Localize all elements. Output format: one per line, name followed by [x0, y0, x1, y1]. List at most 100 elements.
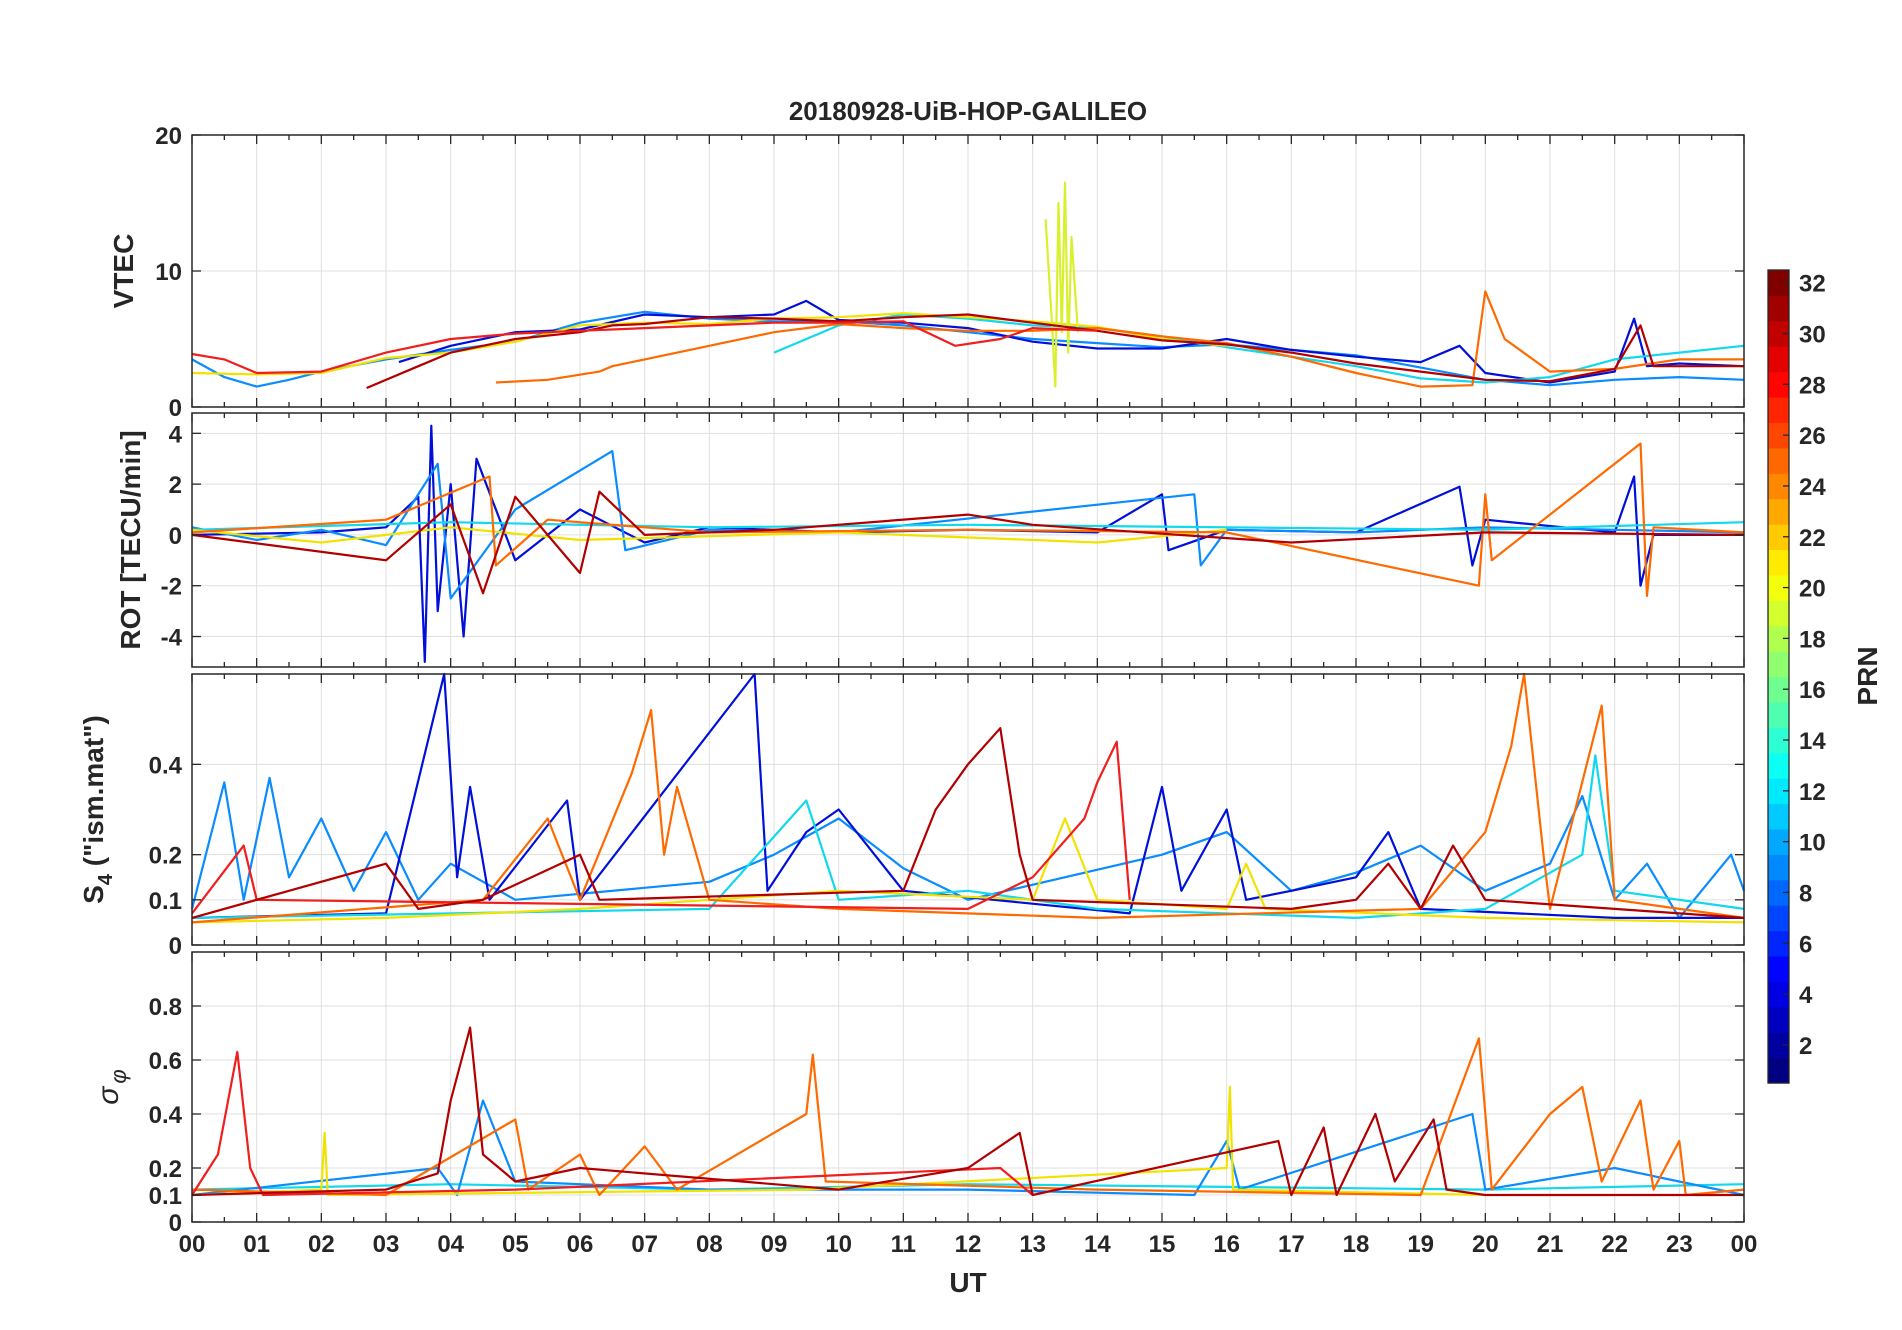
- colorbar-segment: [1768, 905, 1789, 932]
- colorbar-segment: [1768, 295, 1789, 322]
- colorbar-tick-label: 8: [1799, 880, 1812, 907]
- y-tick-label: -4: [161, 625, 183, 652]
- colorbar-tick-label: 24: [1799, 474, 1826, 501]
- colorbar-tick-label: 30: [1799, 322, 1826, 349]
- y-tick-label: 0.4: [149, 1102, 183, 1129]
- y-axis-label-part: ("ism.mat"): [78, 715, 109, 874]
- y-tick-label: 0.2: [149, 1156, 182, 1183]
- colorbar-tick-label: 14: [1799, 728, 1826, 755]
- y-axis-label-s4: S4 ("ism.mat"): [78, 715, 117, 904]
- colorbar-segment: [1768, 701, 1789, 728]
- series-line-prn-27: [191, 1050, 1034, 1197]
- colorbar-segment: [1768, 727, 1789, 754]
- y-tick-label: -2: [161, 574, 182, 601]
- colorbar-segment: [1768, 778, 1789, 805]
- x-tick-label: 12: [955, 1231, 982, 1258]
- x-tick-label: 19: [1407, 1231, 1434, 1258]
- y-tick-label: 10: [155, 259, 182, 286]
- series-line-prn-24: [191, 672, 1745, 924]
- series-line-prn-18: [1044, 181, 1079, 388]
- y-tick-label: 0: [169, 1210, 182, 1237]
- x-tick-label: 13: [1019, 1231, 1046, 1258]
- colorbar-segment: [1768, 447, 1789, 474]
- colorbar-segment: [1768, 397, 1789, 424]
- series-line-prn-9: [191, 450, 1745, 600]
- colorbar-tick-label: 16: [1799, 677, 1826, 704]
- series-line-prn-9: [191, 1099, 1745, 1197]
- x-tick-label: 05: [502, 1231, 529, 1258]
- series-line-prn-9: [190, 776, 1746, 919]
- series-line-prn-24: [191, 1037, 1745, 1197]
- colorbar-segment: [1768, 981, 1789, 1008]
- series-line-prn-24: [191, 442, 1745, 597]
- x-tick-label: 14: [1084, 1231, 1111, 1258]
- x-tick-label: 02: [308, 1231, 335, 1258]
- colorbar-segment: [1768, 1057, 1789, 1084]
- y-tick-label: 0.6: [149, 1048, 182, 1075]
- series-line-prn-2: [191, 672, 1744, 919]
- chart-title: 20180928-UiB-HOP-GALILEO: [789, 96, 1147, 126]
- x-tick-label: 04: [437, 1231, 464, 1258]
- x-tick-label: 00: [1731, 1231, 1758, 1258]
- colorbar-segment: [1768, 600, 1789, 627]
- y-tick-label: 0.2: [149, 843, 182, 870]
- y-axis-label-sigma_phi: σφ: [92, 1069, 131, 1104]
- panel-sigma_phi: 00.10.2 0.4 0.6 0.8 σφ: [92, 951, 1745, 1237]
- y-tick-label: 0: [169, 523, 182, 550]
- x-tick-label: 17: [1278, 1231, 1305, 1258]
- y-axis-label-part: S: [78, 885, 109, 904]
- series-line-prn-30: [191, 1026, 1744, 1197]
- colorbar-segment: [1768, 651, 1789, 678]
- colorbar-segment: [1768, 955, 1789, 982]
- series-line-prn-30: [191, 727, 1745, 919]
- colorbar-segment: [1768, 854, 1789, 881]
- y-axis-label-vtec: VTEC: [108, 234, 139, 309]
- colorbar-segment: [1768, 574, 1789, 601]
- colorbar-tick-label: 10: [1799, 830, 1826, 857]
- y-tick-label: 0.1: [149, 1183, 182, 1210]
- series-line-prn-20: [191, 817, 1745, 924]
- x-tick-label: 20: [1472, 1231, 1499, 1258]
- series-line-prn-27: [191, 320, 1098, 375]
- x-tick-label: 00: [179, 1231, 206, 1258]
- x-axis-label: UT: [949, 1267, 986, 1298]
- colorbar-tick-label: 6: [1799, 931, 1812, 958]
- colorbar-segment: [1768, 828, 1789, 855]
- colorbar-frame: [1767, 269, 1790, 1084]
- series-line-prn-20: [191, 1085, 1486, 1197]
- series-line-prn-2: [398, 299, 1745, 384]
- colorbar-tick-label: 20: [1799, 576, 1826, 603]
- x-tick-label: 09: [761, 1231, 788, 1258]
- colorbar-segment: [1768, 549, 1789, 576]
- colorbar-segment: [1768, 752, 1789, 779]
- colorbar-segment: [1768, 473, 1789, 500]
- y-axis-label-part: σ: [92, 1085, 125, 1105]
- y-axis-label-subscript: φ: [106, 1069, 131, 1083]
- colorbar-segment: [1768, 803, 1789, 830]
- series-line-prn-24: [495, 290, 1744, 388]
- colorbar-segment: [1768, 1032, 1789, 1059]
- x-tick-label: 16: [1213, 1231, 1240, 1258]
- colorbar-segment: [1768, 930, 1789, 957]
- panel-vtec: 0 10 20 VTEC: [108, 123, 1745, 422]
- x-tick-label: 07: [631, 1231, 658, 1258]
- series-line-prn-30: [191, 490, 1745, 595]
- x-tick-label: 08: [696, 1231, 723, 1258]
- series-group-sigma_phi: [191, 1026, 1745, 1197]
- colorbar-tick-label: 26: [1799, 423, 1826, 450]
- colorbar-segment: [1768, 676, 1789, 703]
- series-line-prn-20: [191, 312, 1227, 376]
- colorbar-segment: [1768, 1006, 1789, 1033]
- colorbar-segment: [1768, 346, 1789, 373]
- colorbar-tick-label: 22: [1799, 525, 1826, 552]
- y-tick-label: 0: [169, 395, 182, 422]
- panel-s4: 0 0.1 0.2 0.4 S4 ("ism.mat"): [78, 672, 1746, 960]
- colorbar-label: PRN: [1852, 646, 1883, 705]
- y-axis-label-subscript: 4: [95, 873, 117, 885]
- x-tick-label: 23: [1666, 1231, 1693, 1258]
- colorbar-tick-label: 28: [1799, 372, 1826, 399]
- x-tick-label: 18: [1343, 1231, 1370, 1258]
- x-tick-label: 06: [567, 1231, 594, 1258]
